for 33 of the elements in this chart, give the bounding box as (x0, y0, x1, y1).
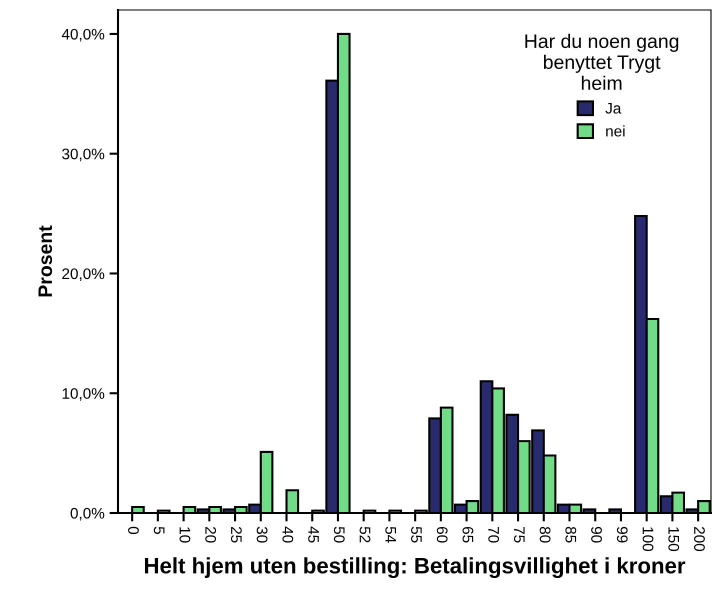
x-tick-label: 85 (565, 526, 576, 543)
x-tick-label: 0 (128, 526, 139, 534)
x-tick-label: 40 (282, 526, 294, 543)
legend-label: Ja (605, 103, 622, 114)
x-tick-label: 52 (360, 526, 370, 542)
x-tick-label: 90 (591, 526, 602, 543)
y-tick-label: 20,0% (62, 268, 104, 281)
x-tick-label: 80 (540, 526, 550, 543)
y-tick-label: 40,0% (62, 28, 104, 42)
x-tick-label: 55 (411, 526, 422, 543)
x-tick-label: 5 (154, 526, 164, 534)
x-tick-label: 25 (230, 526, 242, 543)
x-tick-label: 65 (462, 526, 474, 543)
legend-title: Har du noen gang benyttet Trygt heim (525, 34, 678, 90)
x-tick-label: 10 (180, 527, 190, 543)
x-tick-label: 45 (308, 526, 319, 543)
x-axis-title: Helt hjem uten bestilling: Betalingsvillighet i kroner (144, 557, 686, 578)
x-tick-label: 200 (694, 526, 705, 552)
x-tick-label: 50 (334, 526, 345, 543)
x-tick-label: 54 (385, 526, 396, 543)
x-tick-label: 100 (642, 527, 654, 552)
y-tick-label: 10,0% (62, 388, 104, 401)
x-tick-label: 30 (256, 526, 268, 543)
x-tick-label: 99 (616, 526, 628, 542)
y-tick-label: 30,0% (62, 148, 104, 162)
x-tick-label: 70 (488, 526, 500, 543)
y-tick-label: 0,0% (70, 508, 104, 520)
x-tick-label: 20 (205, 526, 216, 543)
legend-label: nei (606, 125, 625, 137)
x-tick-label: 150 (668, 527, 680, 552)
x-tick-label: 75 (514, 526, 525, 543)
x-tick-label: 60 (436, 526, 448, 543)
y-axis-title: Prosent (38, 226, 52, 296)
